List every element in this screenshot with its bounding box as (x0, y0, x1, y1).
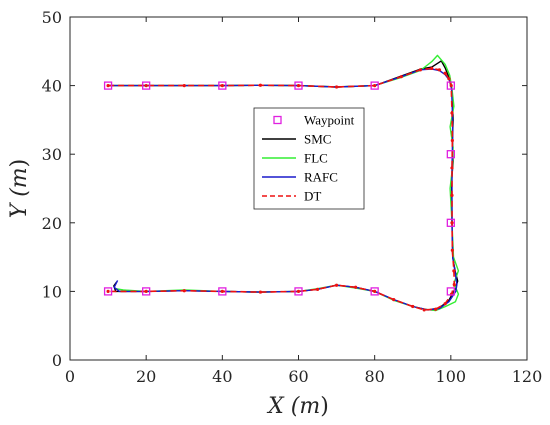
x-tick-label: 120 (512, 367, 543, 386)
legend-swatch-waypoint (273, 115, 282, 125)
legend-label-dt: DT (304, 189, 321, 204)
waypoint-marker (103, 287, 113, 296)
dt-point (144, 84, 148, 88)
x-tick-label: 40 (212, 367, 232, 386)
x-tick-label: 0 (65, 367, 75, 386)
legend-label-waypoint: Waypoint (304, 113, 355, 128)
waypoint-marker (370, 81, 379, 90)
legend-label-rafc: RAFC (304, 170, 338, 185)
legend-label-smc: SMC (304, 132, 331, 147)
dt-point (315, 287, 320, 291)
waypoint-marker (446, 81, 455, 90)
y-tick-label: 30 (42, 145, 62, 164)
dt-point (422, 308, 426, 312)
y-tick-label: 10 (42, 282, 62, 301)
dt-point (450, 111, 454, 115)
dt-point (106, 289, 110, 293)
waypoint-marker (103, 81, 113, 90)
dt-point (258, 290, 263, 294)
dt-point (450, 166, 454, 170)
y-tick-label: 0 (52, 351, 62, 370)
dt-point (430, 66, 434, 71)
y-tick-label: 20 (42, 214, 62, 233)
dt-point (449, 84, 453, 88)
series-layer (106, 54, 460, 312)
x-axis-title: X (m) (266, 394, 329, 419)
y-axis-title: Y (m) (7, 159, 32, 219)
dt-point (220, 84, 224, 88)
y-tick-label: 50 (42, 8, 62, 27)
x-tick-label: 60 (288, 367, 308, 386)
dt-point (411, 304, 415, 309)
axes-layer: 0 20 40 60 80 100 120 0 10 20 30 40 50 X (m) Y (m) (7, 8, 542, 419)
dt-point (354, 285, 358, 289)
dt-point (450, 193, 454, 197)
dt-point (450, 221, 454, 225)
waypoint-layer (103, 81, 455, 296)
dt-point (296, 84, 301, 88)
dt-point (418, 68, 422, 72)
dt-point (182, 289, 186, 293)
dt-point (399, 75, 403, 79)
x-tick-label: 20 (136, 367, 156, 386)
dt-point (334, 283, 339, 287)
dt-point (437, 68, 442, 72)
dt-point (450, 138, 454, 143)
dt-point (452, 282, 456, 287)
waypoint-marker (446, 287, 455, 296)
legend-label-flc: FLC (304, 151, 328, 166)
waypoint-marker (294, 81, 303, 90)
waypoint-marker (294, 287, 303, 296)
waypoint-marker (218, 287, 227, 296)
dt-point (443, 302, 447, 306)
dt-point (182, 84, 186, 88)
dt-point (296, 289, 301, 293)
dt-point (373, 289, 377, 293)
y-tick-label: 40 (42, 77, 62, 96)
dt-point (373, 84, 377, 88)
dt-point (258, 83, 263, 87)
dt-point (392, 298, 396, 302)
waypoint-marker (370, 287, 379, 296)
dt-point (220, 289, 224, 293)
waypoint-marker (218, 81, 227, 90)
dt-point (443, 71, 447, 75)
dt-point (450, 248, 454, 252)
waypoint-marker (142, 287, 151, 296)
legend: Waypoint SMC FLC RAFC DT (253, 107, 365, 210)
dt-point (144, 289, 148, 293)
dt-point (106, 84, 110, 88)
waypoint-marker (446, 218, 455, 227)
dt-point (447, 77, 451, 81)
waypoint-marker (446, 150, 455, 159)
dt-point (434, 307, 438, 311)
dt-point (452, 269, 456, 273)
dt-point (334, 85, 339, 89)
waypoint-marker (142, 81, 151, 90)
x-tick-label: 100 (436, 367, 467, 386)
x-tick-label: 80 (364, 367, 384, 386)
